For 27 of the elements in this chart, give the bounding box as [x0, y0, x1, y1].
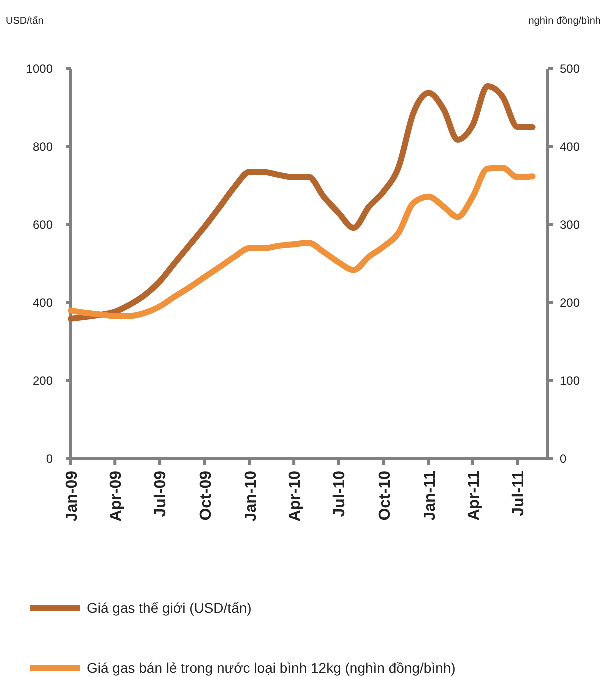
x-tick-label: Oct-10: [376, 470, 394, 521]
x-tick-label: Jul-10: [332, 470, 349, 518]
y-tick-label: 1000: [26, 62, 54, 76]
x-tick-label: Apr-11: [466, 470, 483, 521]
x-tick-label: Jan-09: [64, 470, 81, 522]
y-tick-label: 600: [32, 218, 54, 232]
y-tick-label: 200: [32, 374, 54, 388]
y2-tick-label: 400: [560, 140, 580, 154]
x-tick-label: Apr-10: [287, 470, 304, 522]
x-tick-label: Jul-09: [152, 470, 170, 518]
x-tick-label: Apr-09: [108, 470, 126, 522]
x-tick-label: Jan-11: [422, 470, 439, 521]
x-tick-label: Oct-09: [198, 470, 215, 521]
x-tick-label: Jul-11: [510, 470, 528, 516]
legend-label: Giá gas bán lẻ trong nước loại bình 12kg (nghìn đồng/bình): [87, 660, 456, 676]
x-tick-label: Jan-10: [242, 470, 260, 522]
y-axis-title: USD/tấn: [6, 16, 44, 27]
y2-tick-label: 0: [560, 452, 567, 466]
legend-label: Giá gas thế giới (USD/tấn): [87, 600, 252, 616]
y-tick-label: 400: [32, 296, 54, 310]
y-tick-label: 800: [32, 140, 54, 154]
y-tick-label: 0: [46, 452, 54, 466]
y2-tick-label: 500: [560, 62, 580, 76]
y2-axis-title: nghìn đồng/bình: [528, 16, 601, 27]
y2-tick-label: 100: [560, 374, 580, 388]
y2-tick-label: 300: [560, 218, 580, 232]
y2-tick-label: 200: [560, 296, 580, 310]
